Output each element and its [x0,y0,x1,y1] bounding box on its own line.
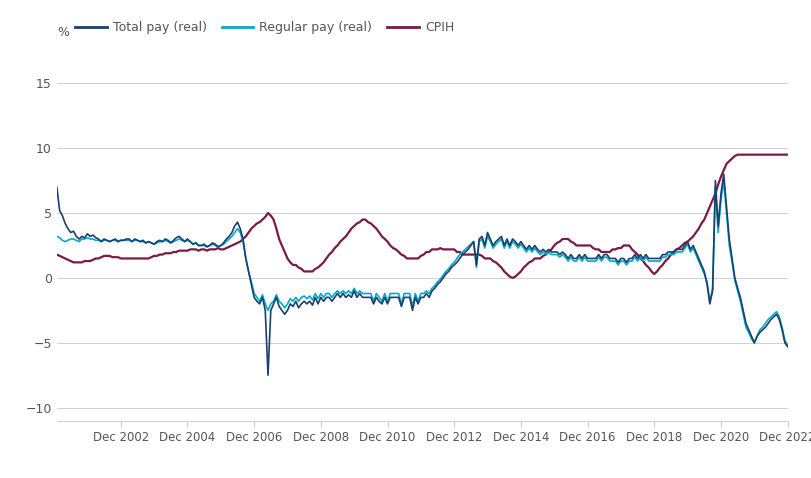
Text: %: % [57,26,69,39]
Legend: Total pay (real), Regular pay (real), CPIH: Total pay (real), Regular pay (real), CP… [71,16,458,39]
